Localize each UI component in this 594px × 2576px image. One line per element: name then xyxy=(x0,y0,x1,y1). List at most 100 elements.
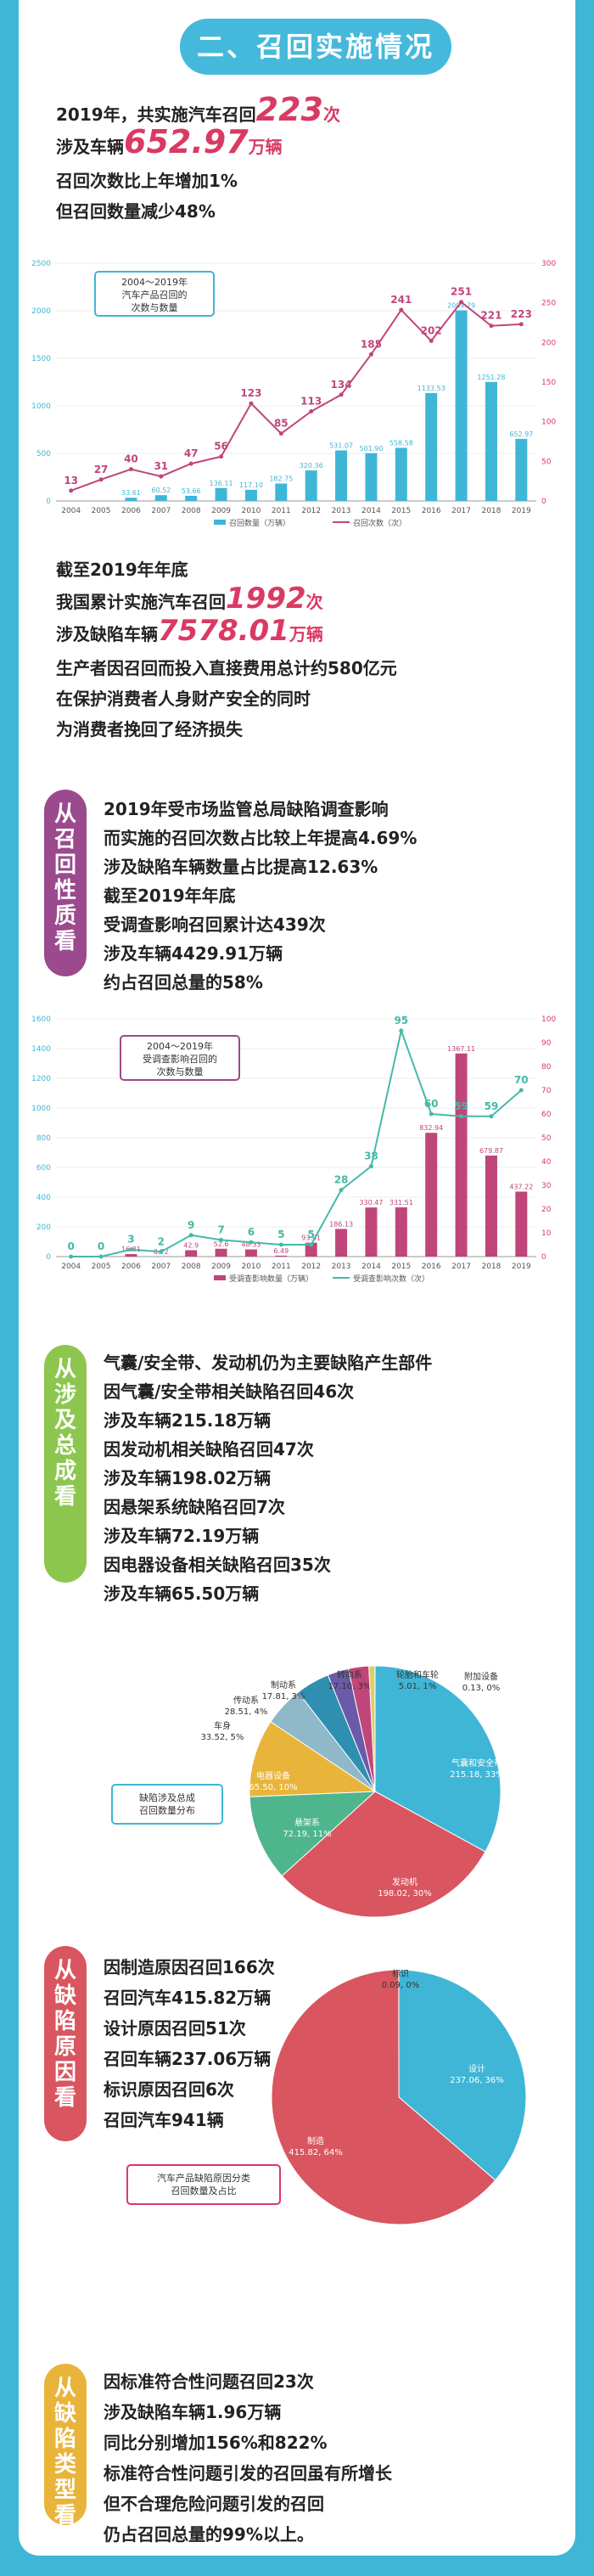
line-point xyxy=(459,1114,464,1119)
slice-value: 415.82, 64% xyxy=(289,2148,343,2157)
line-value-label: 47 xyxy=(184,447,199,459)
bar xyxy=(455,1053,468,1257)
line-value-label: 2 xyxy=(158,1235,165,1247)
line-point xyxy=(98,1254,104,1259)
cumulative-line-4: 生产者因召回而投入直接费用总计约580亿元 xyxy=(56,658,397,678)
bar-value-label: 558.58 xyxy=(389,439,413,447)
slice-value: 198.02, 30% xyxy=(378,1889,432,1898)
cumulative-line-2: 我国累计实施汽车召回1992次 xyxy=(56,584,323,616)
bar xyxy=(305,1242,317,1257)
bar-value-label: 1133.53 xyxy=(417,385,446,392)
type-line: 同比分别增加156%和822% xyxy=(104,2433,328,2453)
bar-value-label: 33.61 xyxy=(121,489,141,497)
y-right-tick: 10 xyxy=(541,1229,552,1238)
line-point xyxy=(278,431,283,436)
pie-slice xyxy=(374,1665,502,1853)
type-line: 涉及缺陷车辆1.96万辆 xyxy=(104,2402,282,2422)
chart-title: 汽车产品召回的 xyxy=(122,289,188,301)
y-left-tick: 1200 xyxy=(31,1075,51,1083)
assembly-line: 涉及车辆65.50万辆 xyxy=(104,1583,260,1604)
summary-line-1: 2019年，共实施汽车召回223次 xyxy=(56,93,340,129)
cause-line: 因制造原因召回166次 xyxy=(104,1957,275,1977)
line-value-label: 5 xyxy=(308,1229,315,1240)
x-tick: 2015 xyxy=(391,1263,411,1271)
slice-value: 65.50, 10% xyxy=(249,1783,297,1792)
line-point xyxy=(339,392,344,397)
line-point xyxy=(459,300,464,305)
nature-line: 2019年受市场监管总局缺陷调查影响 xyxy=(104,799,389,819)
x-tick: 2019 xyxy=(512,1263,531,1271)
line-value-label: 134 xyxy=(331,379,352,391)
line-point xyxy=(249,401,254,406)
assembly-line: 气囊/安全带、发动机仍为主要缺陷产生部件 xyxy=(104,1353,433,1373)
y-right-tick: 20 xyxy=(541,1206,552,1214)
line-point xyxy=(69,488,74,493)
slice-label: 电器设备 xyxy=(256,1770,290,1781)
line-point xyxy=(188,461,193,466)
legend-swatch xyxy=(214,1275,226,1280)
bar-value-label: 136.11 xyxy=(210,480,233,487)
type-tag-text: 从缺陷类型看 xyxy=(54,2376,77,2528)
line-value-label: 241 xyxy=(390,294,412,306)
bar xyxy=(185,495,198,501)
bar-value-label: 2004.79 xyxy=(447,301,475,309)
line-point xyxy=(399,307,404,312)
slice-value: 5.01, 1% xyxy=(399,1682,437,1691)
pie-title: 召回数量及占比 xyxy=(171,2185,237,2196)
line-point xyxy=(309,409,314,414)
x-tick: 2006 xyxy=(121,507,141,515)
y-right-tick: 90 xyxy=(541,1039,552,1048)
x-tick: 2016 xyxy=(422,1263,441,1271)
assembly-line: 因发动机相关缺陷召回47次 xyxy=(104,1439,314,1460)
slice-label: 悬架系 xyxy=(294,1818,320,1828)
x-tick: 2008 xyxy=(182,1263,201,1271)
line-point xyxy=(399,1028,404,1033)
bar-value-label: 531.07 xyxy=(329,442,353,450)
cumulative-text: 我国累计实施汽车召回 xyxy=(56,592,226,612)
line-point xyxy=(518,322,524,327)
line-value-label: 0 xyxy=(68,1240,75,1252)
slice-label: 轮胎和车轮 xyxy=(396,1669,439,1680)
line-value-label: 123 xyxy=(240,387,261,399)
type-line: 因标准符合性问题召回23次 xyxy=(104,2371,314,2392)
bar-value-label: 501.90 xyxy=(359,445,383,453)
line-point xyxy=(368,1164,373,1169)
cause-pie-chart: 设计 237.06, 36% 制造 415.82, 64% 标识 0.09, 0% 汽车产品… xyxy=(126,1969,527,2225)
bar xyxy=(515,438,528,501)
y-left-tick: 2500 xyxy=(31,260,51,268)
line-value-label: 38 xyxy=(364,1150,378,1162)
y-left-tick: 1000 xyxy=(31,1105,51,1113)
x-tick: 2010 xyxy=(241,507,261,515)
y-right-tick: 40 xyxy=(541,1158,552,1167)
slice-value: 0.13, 0% xyxy=(462,1684,501,1693)
y-left-tick: 500 xyxy=(36,450,51,458)
pie-title: 汽车产品缺陷原因分类 xyxy=(157,2172,250,2184)
y-right-tick: 250 xyxy=(541,300,556,308)
line-point xyxy=(249,1240,254,1245)
bar-value-label: 42.9 xyxy=(183,1241,199,1249)
pie-slice xyxy=(368,1665,376,1792)
x-tick: 2019 xyxy=(512,507,531,515)
assembly-line: 因电器设备相关缺陷召回35次 xyxy=(104,1555,331,1575)
legend-label: 受调查影响次数（次） xyxy=(353,1274,429,1284)
unit: 次 xyxy=(305,592,323,612)
line-value-label: 223 xyxy=(511,308,532,320)
cumulative-line-5: 在保护消费者人身财产安全的同时 xyxy=(56,689,311,709)
x-tick: 2010 xyxy=(241,1263,261,1271)
line-point xyxy=(429,338,434,343)
nature-tag: 从召回性质看 xyxy=(44,790,87,976)
y-right-tick: 0 xyxy=(541,498,546,506)
pie-title-frame xyxy=(111,1784,223,1825)
slice-value: 0.09, 0% xyxy=(382,1981,420,1990)
bar-value-label: 93.01 xyxy=(301,1235,321,1242)
cumulative-line-3: 涉及缺陷车辆7578.01万辆 xyxy=(56,616,323,649)
bar xyxy=(125,1254,137,1257)
line-value-label: 113 xyxy=(300,396,322,408)
bar xyxy=(515,1191,528,1257)
nature-line: 而实施的召回次数占比较上年提高4.69% xyxy=(104,828,417,848)
series-line xyxy=(70,301,522,492)
line-point xyxy=(128,467,133,472)
cause-tag-text: 从缺陷原因看 xyxy=(54,1958,77,2111)
line-value-label: 9 xyxy=(188,1219,194,1231)
